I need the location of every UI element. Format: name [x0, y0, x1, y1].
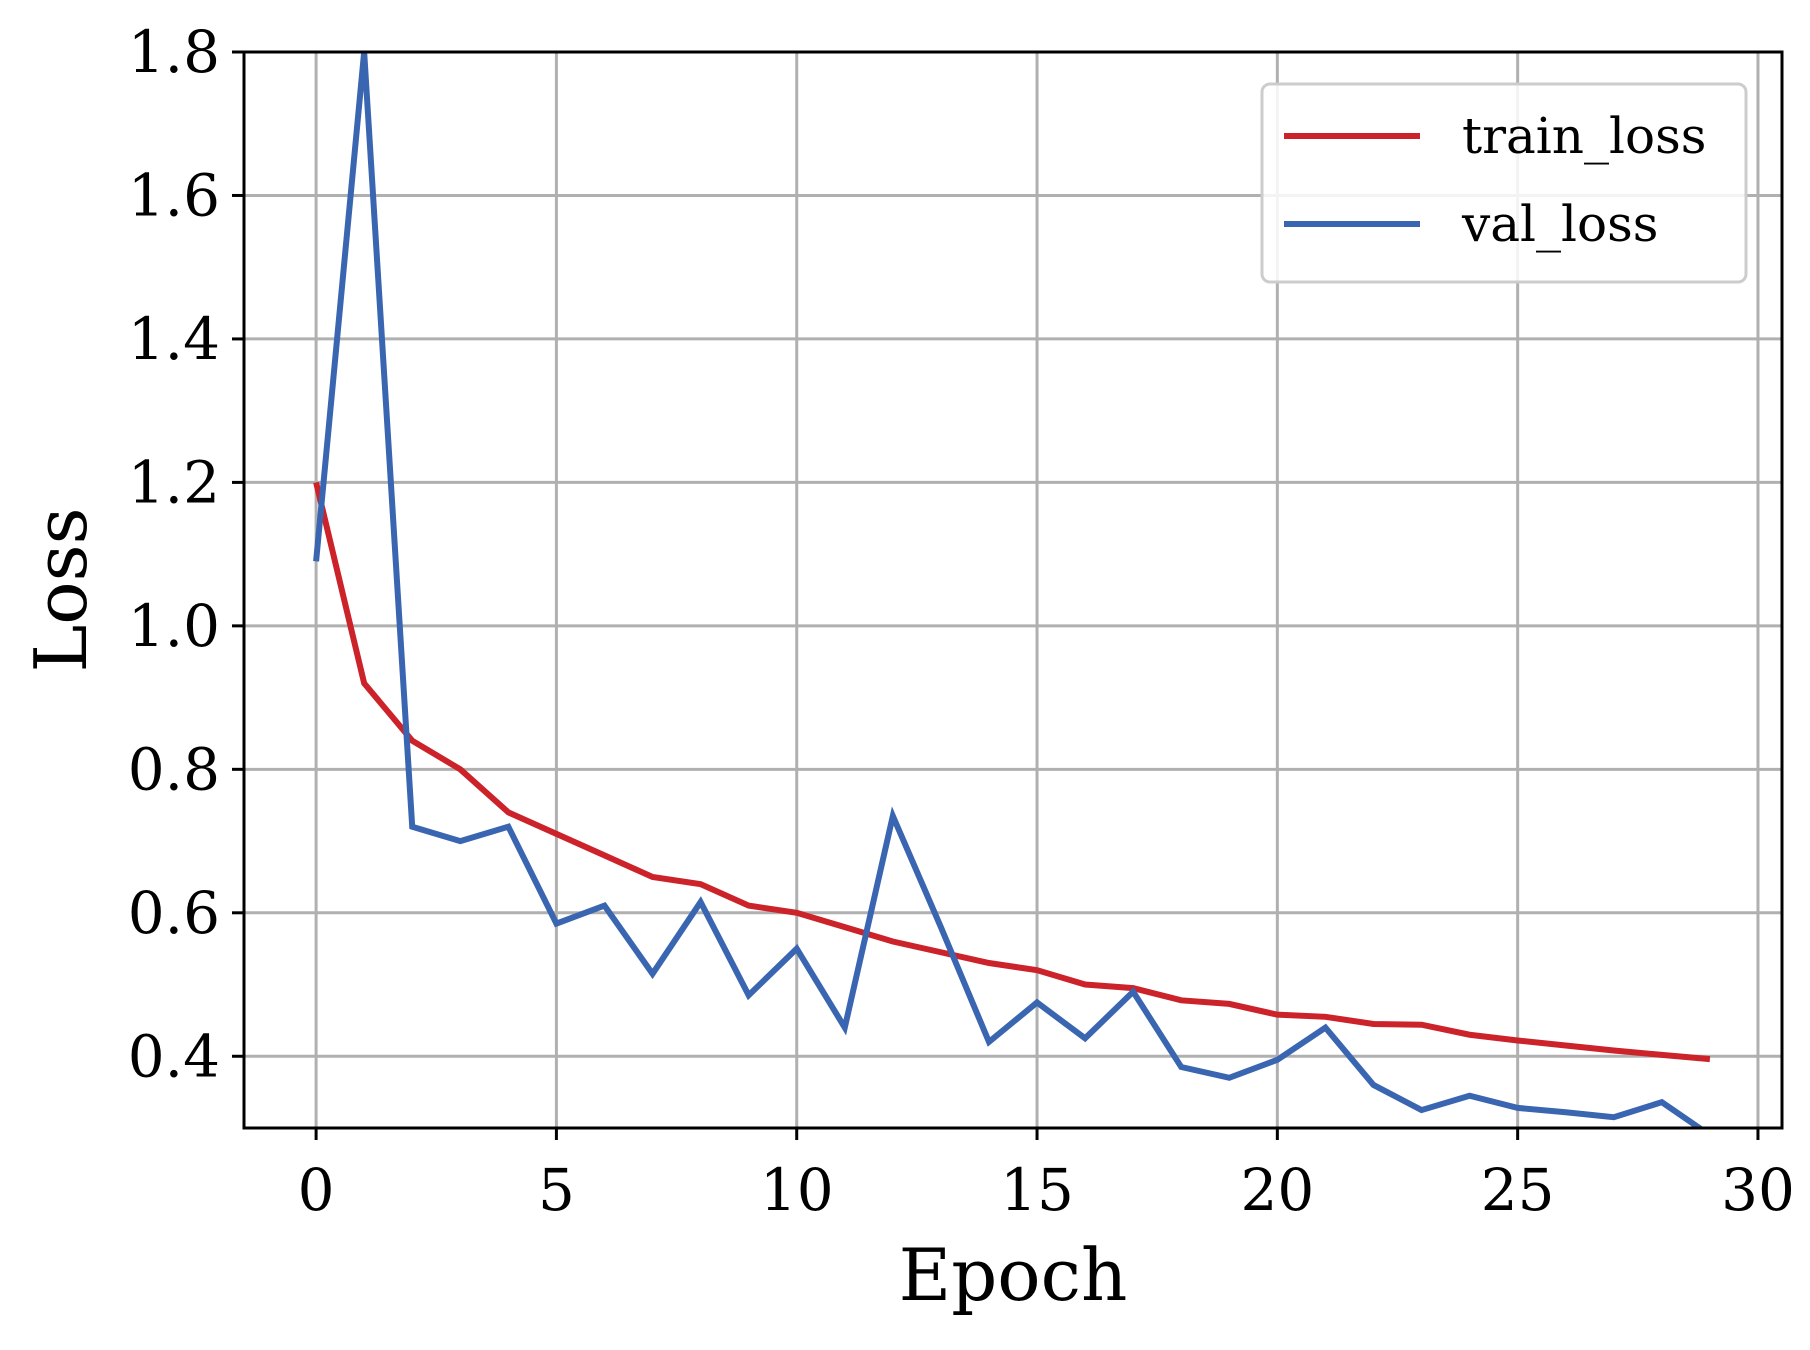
x-tick-label: 0 [298, 1156, 335, 1224]
y-axis-title: Loss [19, 507, 103, 672]
x-tick-label: 25 [1481, 1156, 1555, 1224]
legend-label-val-loss: val_loss [1461, 195, 1658, 253]
y-tick-label: 1.4 [128, 305, 220, 373]
series-line-val-loss [313, 52, 1705, 1128]
y-tick-label: 1.6 [128, 161, 220, 229]
x-tick-label: 20 [1240, 1156, 1314, 1224]
x-tick-label: 30 [1721, 1156, 1795, 1224]
plot-frame [242, 50, 1784, 1130]
legend-label-train-loss: train_loss [1462, 107, 1706, 165]
axis-ticks: 0 5 10 15 20 25 30 0.4 0.6 0.8 1.0 1.2 1.4 1.6 1.8 [128, 18, 1795, 1224]
y-tick-label: 1.0 [128, 592, 220, 660]
plot-lines [313, 52, 1711, 1128]
legend: train_loss val_loss [1260, 82, 1748, 284]
x-axis-title: Epoch [899, 1233, 1128, 1317]
y-tick-label: 0.6 [128, 879, 220, 947]
series-line-train-loss [313, 481, 1711, 1063]
x-tick-label: 15 [1000, 1156, 1074, 1224]
y-tick-label: 0.4 [128, 1022, 220, 1090]
x-tick-label: 10 [760, 1156, 834, 1224]
x-tick-label: 5 [538, 1156, 575, 1224]
y-tick-label: 1.2 [128, 448, 220, 516]
y-tick-label: 0.8 [128, 735, 220, 803]
y-tick-label: 1.8 [128, 18, 220, 86]
